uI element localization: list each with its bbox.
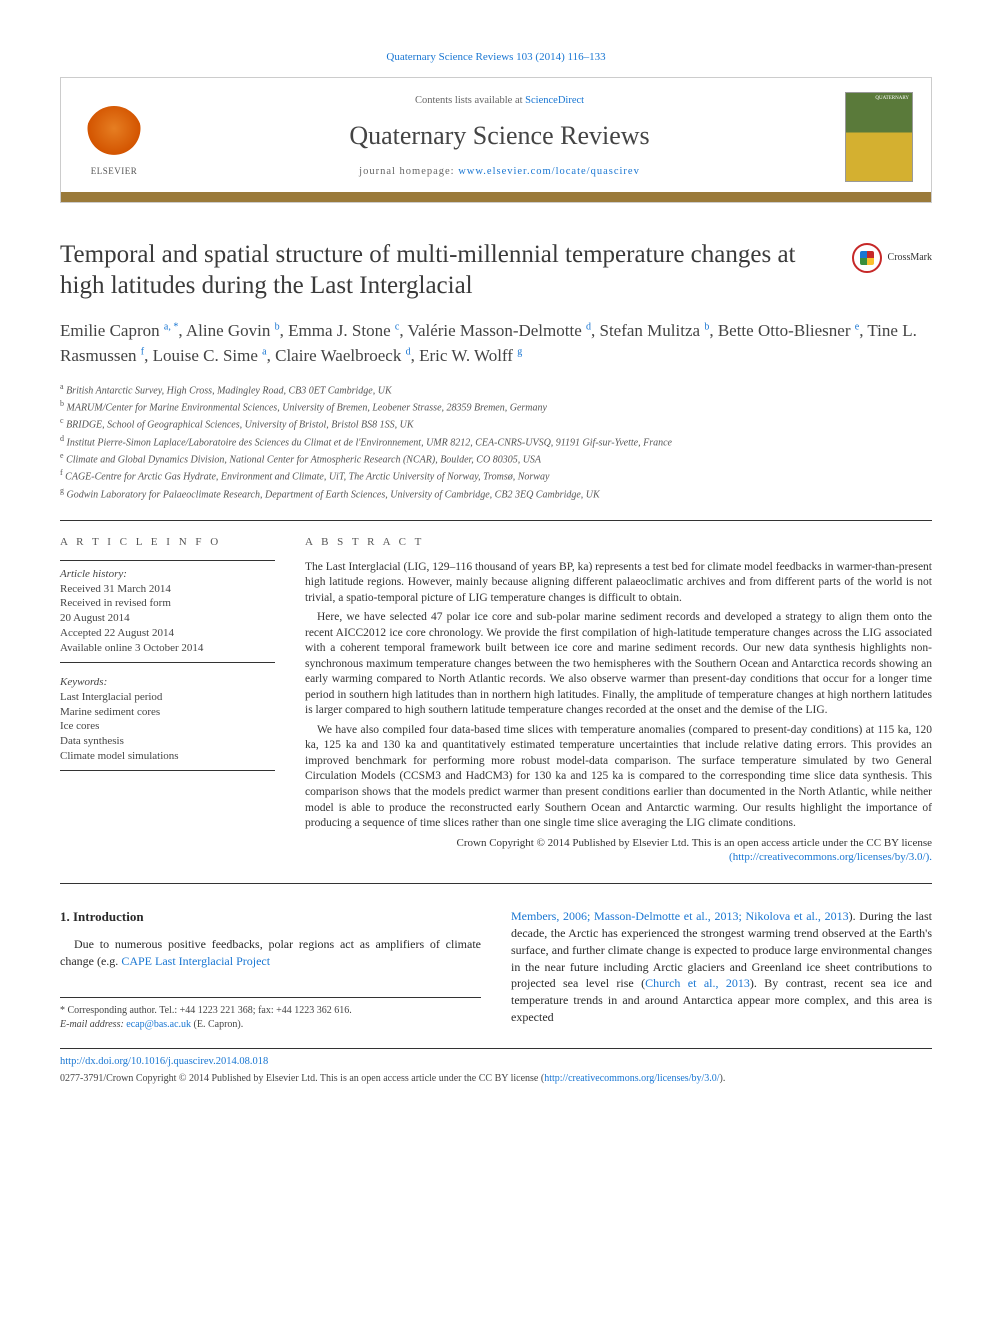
author: Aline Govin b	[186, 321, 280, 340]
affiliation: b MARUM/Center for Marine Environmental …	[60, 398, 932, 415]
body-paragraph: Members, 2006; Masson-Delmotte et al., 2…	[511, 908, 932, 1026]
page-footer: http://dx.doi.org/10.1016/j.quascirev.20…	[60, 1048, 932, 1085]
elsevier-label: ELSEVIER	[91, 165, 138, 177]
keyword: Marine sediment cores	[60, 706, 160, 718]
journal-cover-thumbnail[interactable]: QUATERNARY	[845, 92, 913, 182]
author: Emma J. Stone c	[288, 321, 399, 340]
affiliation: c BRIDGE, School of Geographical Science…	[60, 415, 932, 432]
history-label: Article history:	[60, 568, 127, 580]
abstract-paragraph: Here, we have selected 47 polar ice core…	[305, 610, 932, 719]
author: Valérie Masson-Delmotte d	[408, 321, 591, 340]
homepage-prefix: journal homepage:	[359, 166, 458, 177]
section-heading: 1. Introduction	[60, 908, 481, 926]
affiliation: a British Antarctic Survey, High Cross, …	[60, 381, 932, 398]
email-link[interactable]: ecap@bas.ac.uk	[126, 1019, 191, 1030]
journal-name: Quaternary Science Reviews	[169, 118, 830, 153]
author: Emilie Capron a, *	[60, 321, 178, 340]
corresponding-author: * Corresponding author. Tel.: +44 1223 2…	[60, 997, 481, 1032]
author: Louise C. Sime a	[153, 346, 267, 365]
keyword: Data synthesis	[60, 735, 124, 747]
issn-text: 0277-3791/Crown Copyright © 2014 Publish…	[60, 1073, 544, 1084]
author-list: Emilie Capron a, *, Aline Govin b, Emma …	[60, 319, 932, 368]
author: Eric W. Wolff g	[419, 346, 522, 365]
body-paragraph: Due to numerous positive feedbacks, pola…	[60, 936, 481, 970]
divider	[60, 883, 932, 884]
affiliation: f CAGE-Centre for Arctic Gas Hydrate, En…	[60, 467, 932, 484]
crossmark-icon	[852, 243, 882, 273]
crossmark-badge[interactable]: CrossMark	[852, 243, 932, 273]
journal-homepage: journal homepage: www.elsevier.com/locat…	[169, 165, 830, 179]
article-title: Temporal and spatial structure of multi-…	[60, 239, 832, 302]
affiliations-list: a British Antarctic Survey, High Cross, …	[60, 381, 932, 502]
article-info-label: A R T I C L E I N F O	[60, 535, 275, 550]
doi-link[interactable]: http://dx.doi.org/10.1016/j.quascirev.20…	[60, 1056, 268, 1067]
affiliation: e Climate and Global Dynamics Division, …	[60, 450, 932, 467]
elsevier-logo[interactable]: ELSEVIER	[79, 97, 149, 177]
copyright-text: Crown Copyright © 2014 Published by Else…	[457, 837, 932, 849]
keyword: Ice cores	[60, 720, 99, 732]
history-line: Available online 3 October 2014	[60, 642, 203, 654]
crossmark-label: CrossMark	[888, 251, 932, 265]
divider	[60, 520, 932, 521]
history-line: Received in revised form	[60, 597, 171, 609]
corr-label: * Corresponding author. Tel.: +44 1223 2…	[60, 1005, 352, 1016]
issn-suffix: ).	[720, 1073, 726, 1084]
citation-link[interactable]: CAPE Last Interglacial Project	[121, 954, 270, 968]
abstract-paragraph: The Last Interglacial (LIG, 129–116 thou…	[305, 560, 932, 607]
citation-link[interactable]: Members, 2006; Masson-Delmotte et al., 2…	[511, 909, 849, 923]
history-line: Accepted 22 August 2014	[60, 627, 174, 639]
cover-label: QUATERNARY	[875, 96, 909, 103]
keywords-list: Last Interglacial period Marine sediment …	[60, 690, 275, 771]
journal-reference: Quaternary Science Reviews 103 (2014) 11…	[60, 50, 932, 65]
sciencedirect-link[interactable]: ScienceDirect	[525, 95, 584, 106]
abstract-copyright: Crown Copyright © 2014 Published by Else…	[305, 836, 932, 866]
footer-license-link[interactable]: http://creativecommons.org/licenses/by/3…	[544, 1073, 719, 1084]
license-link[interactable]: (http://creativecommons.org/licenses/by/…	[729, 851, 932, 863]
abstract-paragraph: We have also compiled four data-based ti…	[305, 723, 932, 832]
affiliation: d Institut Pierre-Simon Laplace/Laborato…	[60, 433, 932, 450]
keyword: Last Interglacial period	[60, 691, 162, 703]
homepage-link[interactable]: www.elsevier.com/locate/quascirev	[458, 166, 640, 177]
abstract-label: A B S T R A C T	[305, 535, 932, 550]
affiliation: g Godwin Laboratory for Palaeoclimate Re…	[60, 485, 932, 502]
history-line: Received 31 March 2014	[60, 583, 171, 595]
history-line: 20 August 2014	[60, 612, 130, 624]
keyword: Climate model simulations	[60, 750, 179, 762]
abstract-text: The Last Interglacial (LIG, 129–116 thou…	[305, 560, 932, 832]
keywords-label: Keywords:	[60, 675, 275, 690]
author: Bette Otto-Bliesner e	[718, 321, 859, 340]
author: Claire Waelbroeck d	[275, 346, 410, 365]
author: Stefan Mulitza b	[600, 321, 710, 340]
journal-header: ELSEVIER Contents lists available at Sci…	[60, 77, 932, 203]
accent-bar	[61, 192, 931, 202]
email-label: E-mail address:	[60, 1019, 126, 1030]
contents-available: Contents lists available at ScienceDirec…	[169, 94, 830, 108]
citation-link[interactable]: Church et al., 2013	[645, 976, 750, 990]
contents-prefix: Contents lists available at	[415, 95, 525, 106]
article-history: Article history: Received 31 March 2014 R…	[60, 560, 275, 663]
elsevier-tree-icon	[86, 106, 142, 162]
email-suffix: (E. Capron).	[191, 1019, 243, 1030]
